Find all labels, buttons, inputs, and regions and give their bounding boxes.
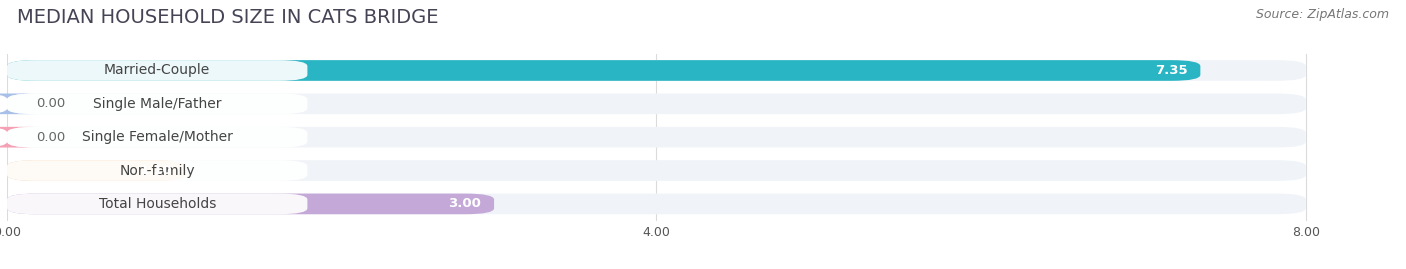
Text: Single Male/Father: Single Male/Father (93, 97, 222, 111)
Text: 0.00: 0.00 (37, 97, 66, 110)
FancyBboxPatch shape (7, 94, 1306, 114)
Text: Total Households: Total Households (98, 197, 217, 211)
FancyBboxPatch shape (7, 160, 308, 181)
Text: 3.00: 3.00 (449, 197, 481, 210)
FancyBboxPatch shape (7, 94, 308, 114)
Text: 0.00: 0.00 (37, 131, 66, 144)
FancyBboxPatch shape (7, 194, 494, 214)
FancyBboxPatch shape (7, 60, 308, 81)
FancyBboxPatch shape (7, 60, 1306, 81)
FancyBboxPatch shape (7, 194, 1306, 214)
FancyBboxPatch shape (0, 94, 37, 114)
Text: MEDIAN HOUSEHOLD SIZE IN CATS BRIDGE: MEDIAN HOUSEHOLD SIZE IN CATS BRIDGE (17, 8, 439, 27)
Text: Married-Couple: Married-Couple (104, 63, 211, 77)
FancyBboxPatch shape (7, 160, 186, 181)
FancyBboxPatch shape (7, 127, 1306, 147)
FancyBboxPatch shape (7, 127, 308, 147)
FancyBboxPatch shape (7, 194, 308, 214)
Text: 1.10: 1.10 (141, 164, 173, 177)
Text: 7.35: 7.35 (1154, 64, 1188, 77)
Text: Source: ZipAtlas.com: Source: ZipAtlas.com (1256, 8, 1389, 21)
Text: Non-family: Non-family (120, 164, 195, 178)
FancyBboxPatch shape (0, 127, 37, 147)
Text: Single Female/Mother: Single Female/Mother (82, 130, 232, 144)
FancyBboxPatch shape (7, 160, 1306, 181)
FancyBboxPatch shape (7, 60, 1201, 81)
